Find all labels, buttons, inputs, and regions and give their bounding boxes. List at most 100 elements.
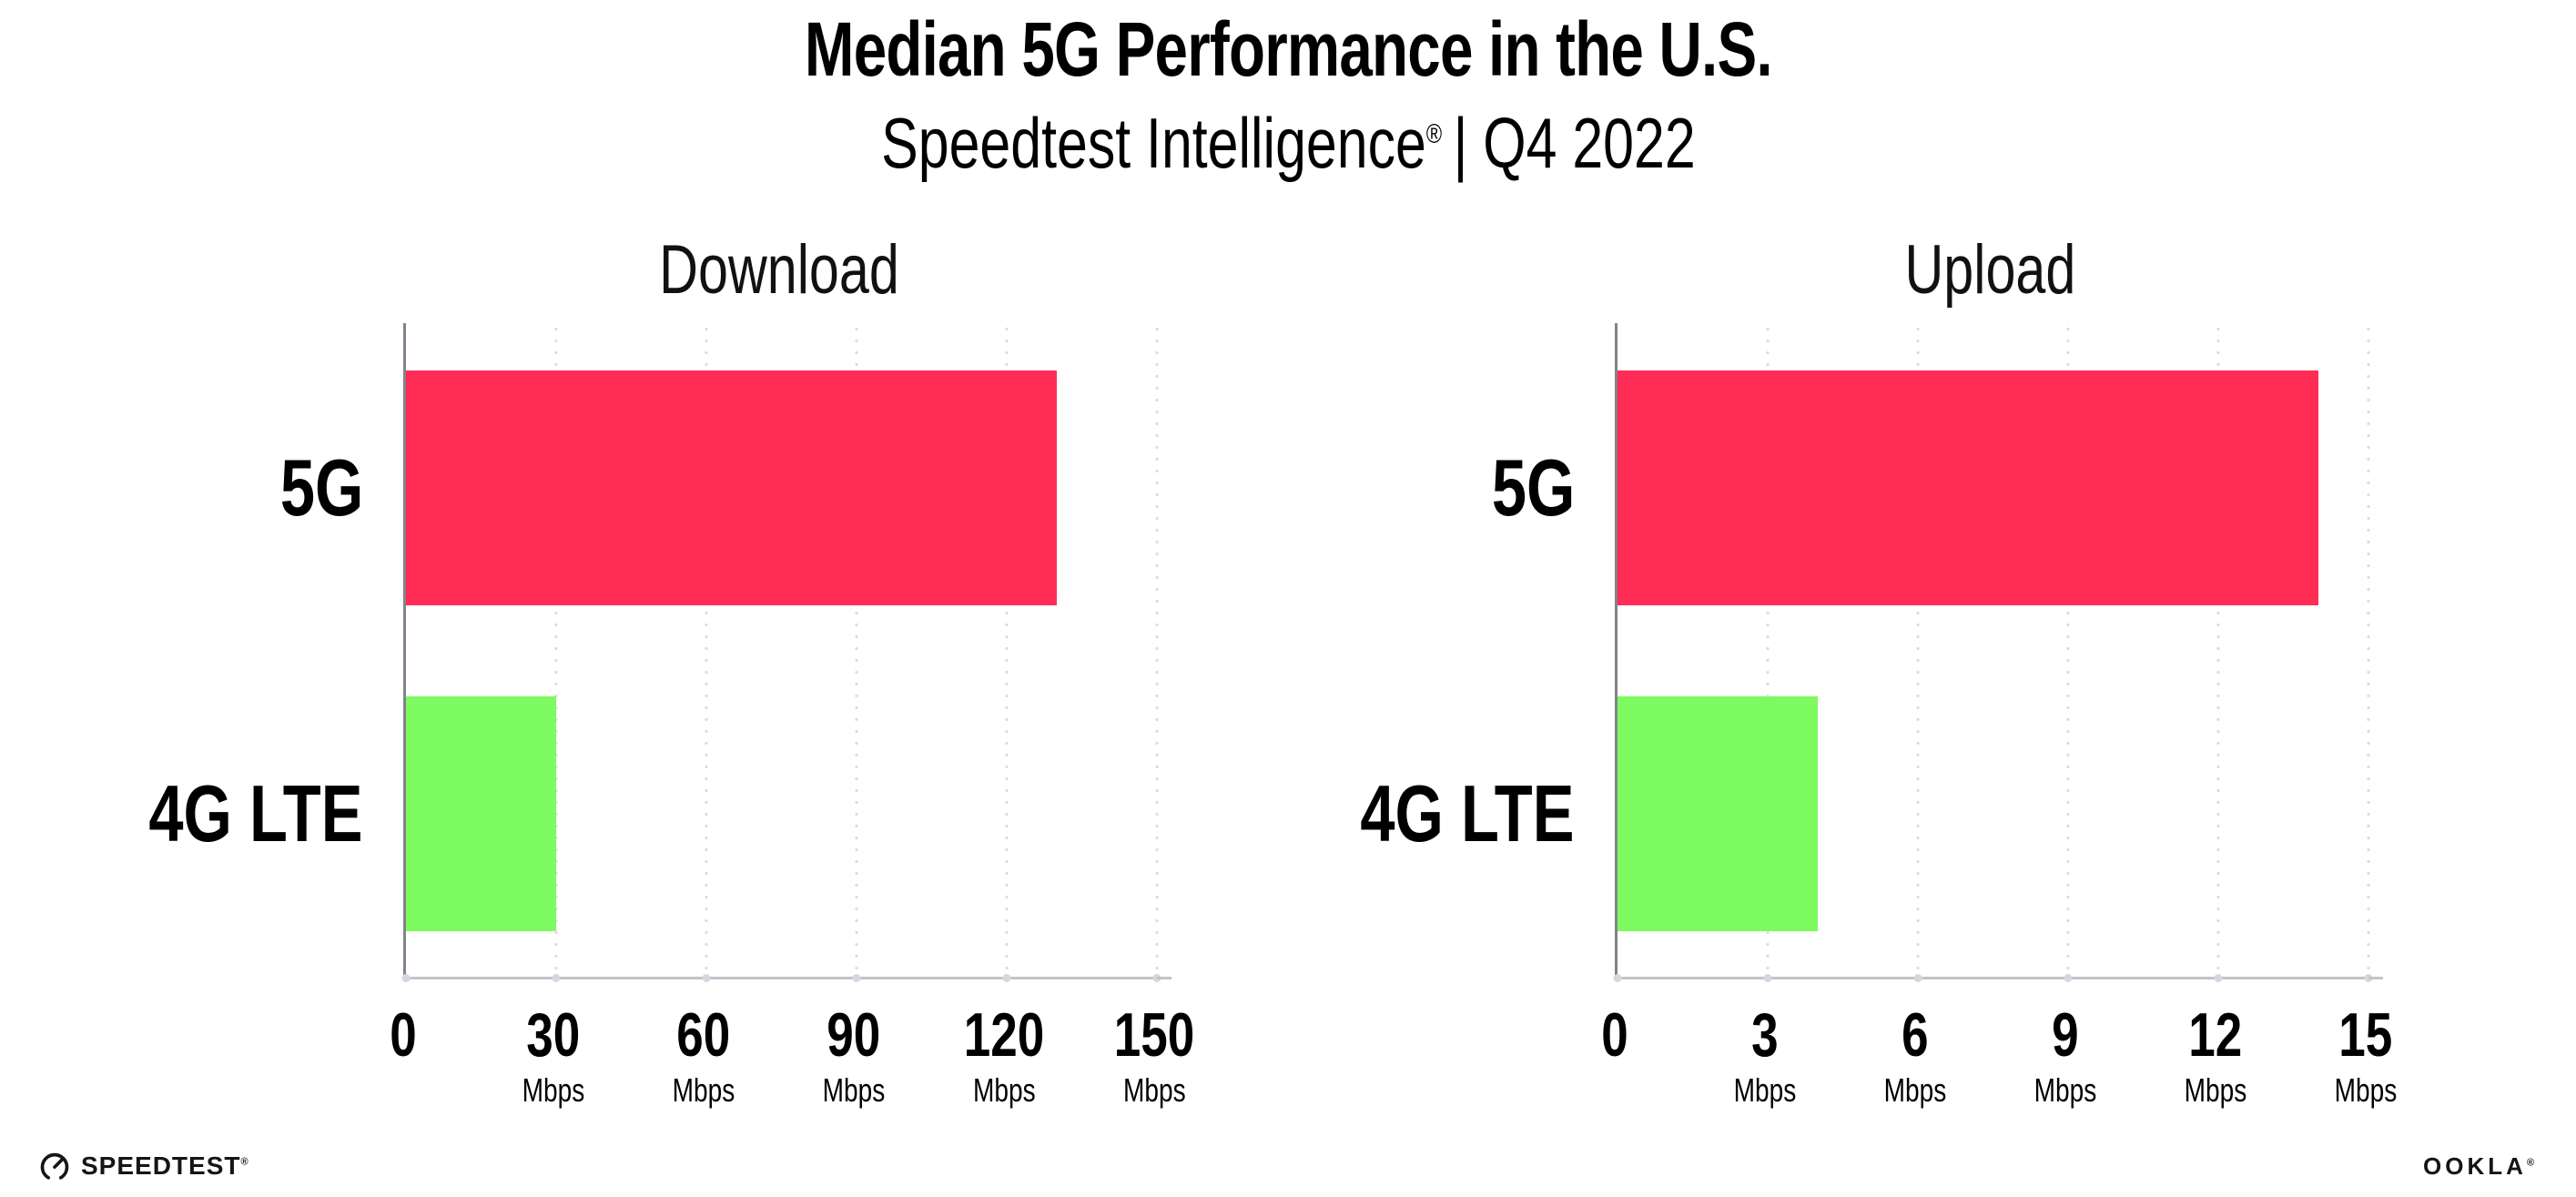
category-label-5g: 5G [257, 448, 363, 528]
tick-unit-text: Mbps [1122, 1071, 1186, 1109]
x-axis-ticks: 0 30 Mbps 60 Mbps 90 Mbps 120 Mbps 150 Mbps [390, 1003, 1194, 1114]
tick-value: 60 [664, 1003, 744, 1067]
chart-title-text: Upload [1904, 231, 2076, 309]
ookla-wordmark: OOKLA [2423, 1151, 2527, 1180]
axis-tick-dot [1763, 974, 1772, 982]
category-labels: 5G 4G LTE [0, 323, 403, 977]
page-title: Median 5G Performance in the U.S. [804, 6, 1773, 92]
tick-unit-text: Mbps [522, 1071, 585, 1109]
tick-value-text: 150 [1113, 1000, 1195, 1070]
tick-value: 0 [1597, 1003, 1632, 1067]
tick-value: 6 [1875, 1003, 1955, 1067]
tick-unit: Mbps [664, 1072, 744, 1109]
x-axis-tick-3: 3 Mbps [1725, 1003, 1805, 1109]
category-label-4g-lte: 4G LTE [88, 774, 363, 854]
speedtest-logo: SPEEDTEST® [38, 1150, 249, 1182]
x-axis-tick-90: 90 Mbps [814, 1003, 894, 1109]
tick-unit-text: Mbps [2033, 1071, 2097, 1109]
footer: SPEEDTEST® OOKLA® [38, 1150, 2538, 1182]
chart-title-text: Download [658, 231, 899, 309]
category-labels: 5G 4G LTE [1157, 323, 1615, 977]
tick-value-text: 0 [390, 1000, 417, 1070]
tick-unit-text: Mbps [672, 1071, 735, 1109]
bar-4g-lte-download [406, 696, 556, 931]
plot-area-download [401, 323, 1171, 982]
page-subtitle: Speedtest Intelligence® | Q4 2022 [0, 96, 2576, 181]
gridline [2066, 323, 2070, 977]
gridline [1766, 323, 1770, 977]
bar-5g-download [406, 370, 1057, 605]
bar-4g-lte-upload [1618, 696, 1818, 931]
tick-unit: Mbps [2175, 1072, 2256, 1109]
tick-value-text: 15 [2338, 1000, 2393, 1070]
tick-value-text: 60 [676, 1000, 731, 1070]
category-label-text: 4G LTE [148, 768, 363, 858]
bar-5g-upload [1618, 370, 2318, 605]
category-label-text: 5G [1491, 442, 1575, 533]
category-label-text: 5G [279, 442, 363, 533]
tick-value: 90 [814, 1003, 894, 1067]
tick-unit: Mbps [513, 1072, 593, 1109]
tick-unit: Mbps [1725, 1072, 1805, 1109]
x-axis-tick-30: 30 Mbps [513, 1003, 593, 1109]
x-axis-tick-0: 0 [1597, 1003, 1632, 1067]
tick-value: 120 [952, 1003, 1055, 1067]
gridline [1005, 323, 1009, 977]
x-axis-tick-6: 6 Mbps [1875, 1003, 1955, 1109]
tick-value: 0 [386, 1003, 421, 1067]
tick-unit: Mbps [1875, 1072, 1955, 1109]
category-label-4g-lte: 4G LTE [1300, 774, 1575, 854]
tick-value: 3 [1725, 1003, 1805, 1067]
gridline [554, 323, 558, 977]
chart-title-download: Download [403, 234, 1154, 307]
x-axis-tick-150: 150 Mbps [1102, 1003, 1205, 1109]
gridline [705, 323, 708, 977]
speedtest-wordmark: SPEEDTEST [81, 1151, 241, 1180]
ookla-registered-mark: ® [2526, 1156, 2538, 1168]
tick-value-text: 12 [2188, 1000, 2243, 1070]
tick-value-text: 0 [1601, 1000, 1628, 1070]
category-label-text: 4G LTE [1360, 768, 1575, 858]
x-axis-tick-60: 60 Mbps [664, 1003, 744, 1109]
axis-tick-dot [2214, 974, 2223, 982]
speedtest-registered-mark: ® [240, 1156, 249, 1168]
axis-tick-dot [1002, 974, 1011, 982]
tick-unit: Mbps [2025, 1072, 2105, 1109]
chart-body: 5G 4G LTE [0, 323, 1171, 982]
tick-value-text: 30 [526, 1000, 581, 1070]
x-axis-ticks: 0 3 Mbps 6 Mbps 9 Mbps 12 Mbps 15 Mbps [1601, 1003, 2397, 1114]
tick-value: 150 [1102, 1003, 1205, 1067]
tick-unit: Mbps [2326, 1072, 2406, 1109]
axis-tick-dot [852, 974, 861, 982]
x-axis-tick-12: 12 Mbps [2175, 1003, 2256, 1109]
tick-value-text: 6 [1902, 1000, 1929, 1070]
tick-unit-text: Mbps [2334, 1071, 2398, 1109]
x-axis-tick-120: 120 Mbps [952, 1003, 1055, 1109]
plot-area-upload [1613, 323, 2383, 982]
tick-unit-text: Mbps [1733, 1071, 1797, 1109]
tick-value-text: 3 [1751, 1000, 1779, 1070]
tick-value-text: 90 [827, 1000, 881, 1070]
tick-unit: Mbps [814, 1072, 894, 1109]
tick-unit: Mbps [1102, 1072, 1205, 1109]
tick-unit-text: Mbps [2184, 1071, 2247, 1109]
tick-value: 9 [2025, 1003, 2105, 1067]
chart-upload: Upload 5G 4G LTE 0 3 Mbps 6 Mbps 9 Mbps 12 Mbps 15 Mb… [1157, 231, 2398, 1114]
tick-value: 12 [2175, 1003, 2256, 1067]
tick-unit: Mbps [952, 1072, 1055, 1109]
category-label-5g: 5G [1468, 448, 1575, 528]
axis-tick-dot [1913, 974, 1922, 982]
gridline [2367, 323, 2370, 977]
axis-tick-dot [702, 974, 711, 982]
subtitle-brand: Speedtest Intelligence [880, 103, 1426, 183]
tick-unit-text: Mbps [972, 1071, 1036, 1109]
gridline [2216, 323, 2220, 977]
charts-row: Download 5G 4G LTE 0 30 Mbps 60 Mbps 90 Mbps 120 Mb… [0, 234, 2576, 1114]
gridline [1916, 323, 1920, 977]
subtitle-period: | Q4 2022 [1453, 103, 1696, 183]
tick-value-text: 120 [963, 1000, 1045, 1070]
axis-tick-dot [401, 974, 411, 982]
x-axis-tick-15: 15 Mbps [2326, 1003, 2406, 1109]
ookla-logo: OOKLA® [2423, 1152, 2538, 1181]
